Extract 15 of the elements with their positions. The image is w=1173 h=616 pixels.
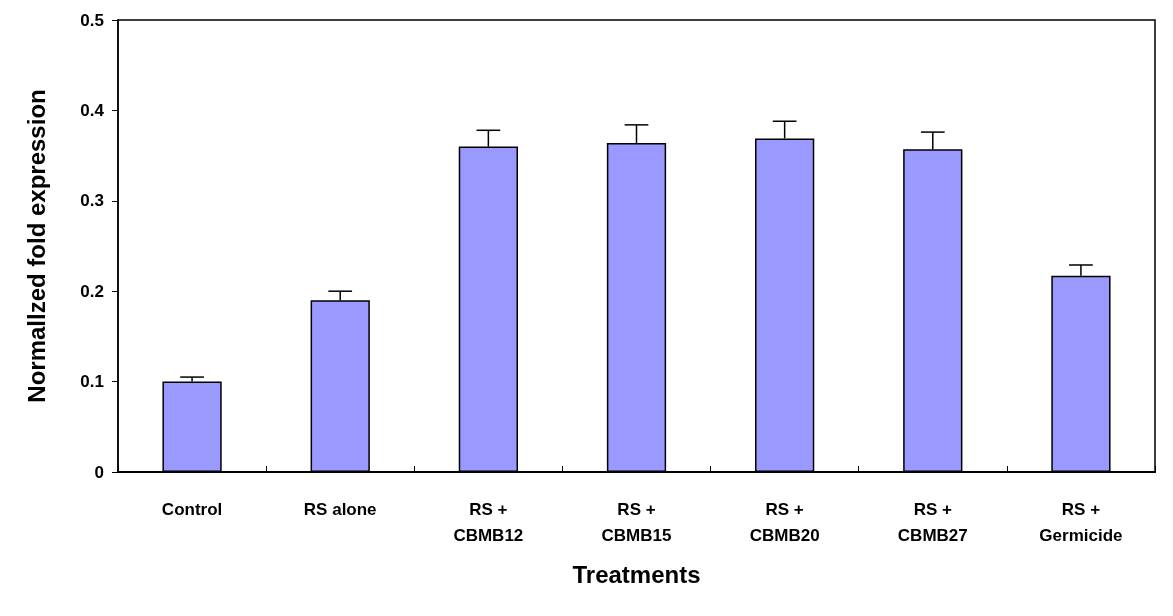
x-tick-label: RS + CBMB27 bbox=[897, 499, 968, 545]
x-tick-label: RS + Germicide bbox=[1039, 499, 1123, 545]
x-tick-label: RS + CBMB20 bbox=[749, 499, 820, 545]
x-tick-label: RS + CBMB12 bbox=[453, 499, 524, 545]
y-axis-title: Normallzed fold expression bbox=[22, 89, 50, 403]
y-tick-label: 0.2 bbox=[80, 281, 104, 301]
x-axis-title: Treatments bbox=[572, 560, 701, 588]
x-tick-label: Control bbox=[161, 499, 223, 519]
y-tick-label: 0 bbox=[94, 462, 104, 482]
y-tick-label: 0.1 bbox=[80, 372, 104, 392]
y-tick-label: 0.5 bbox=[80, 10, 104, 30]
y-tick-label: 0.3 bbox=[80, 191, 104, 211]
x-tick-label: RS alone bbox=[303, 499, 377, 519]
x-tick-label: RS + CBMB15 bbox=[601, 499, 672, 545]
y-tick-label: 0.4 bbox=[80, 100, 105, 120]
